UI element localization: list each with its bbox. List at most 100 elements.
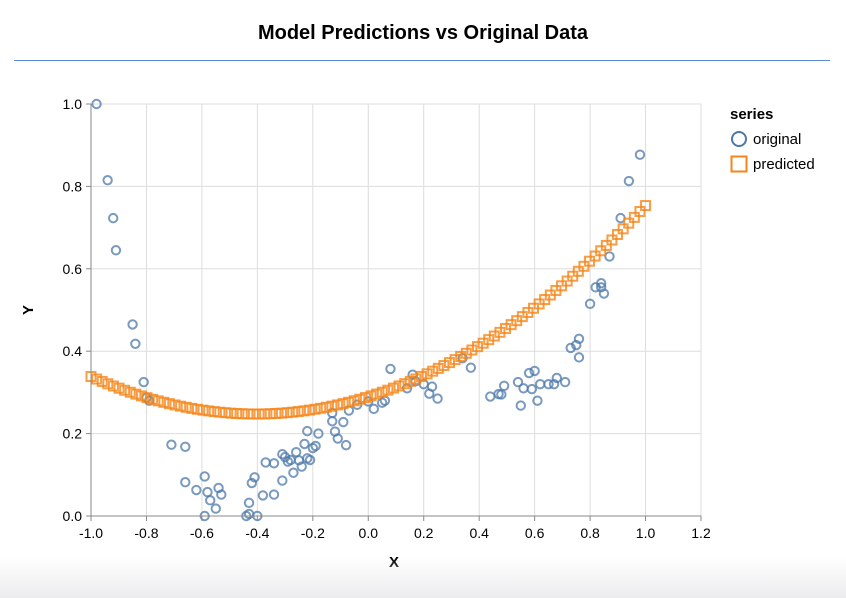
predicted-point <box>219 407 231 419</box>
predicted-point <box>438 360 450 372</box>
y-tick-label: 0.2 <box>63 426 83 442</box>
predicted-series <box>85 200 652 420</box>
original-point <box>584 298 596 310</box>
predicted-point <box>91 373 103 385</box>
predicted-point <box>113 382 125 394</box>
predicted-point <box>253 408 265 420</box>
predicted-point <box>606 234 618 246</box>
original-point <box>368 403 380 415</box>
predicted-point <box>130 388 142 400</box>
predicted-point <box>449 354 461 366</box>
x-tick-label: 0.8 <box>580 525 600 541</box>
original-point <box>573 333 585 345</box>
x-tick-label: -0.6 <box>190 525 214 541</box>
predicted-point <box>197 404 209 416</box>
predicted-point <box>303 404 315 416</box>
predicted-point <box>455 350 467 362</box>
predicted-point <box>640 200 652 212</box>
predicted-point <box>472 341 484 353</box>
original-point <box>496 389 507 400</box>
predicted-point <box>135 390 147 402</box>
original-point <box>304 454 316 466</box>
predicted-point <box>163 398 175 410</box>
predicted-point <box>270 407 282 419</box>
grid-lines <box>90 103 702 517</box>
legend[interactable]: series original predicted <box>730 106 815 173</box>
predicted-point <box>236 408 248 420</box>
original-point <box>310 440 321 452</box>
original-point <box>604 251 615 262</box>
predicted-point <box>337 398 349 410</box>
original-point <box>166 439 177 450</box>
original-point <box>107 212 119 224</box>
original-point <box>249 472 260 483</box>
predicted-point <box>298 405 310 417</box>
predicted-point <box>208 406 220 418</box>
x-tick-label: 0.2 <box>414 525 434 541</box>
original-point <box>565 342 576 354</box>
y-tick-label: 0.6 <box>63 261 83 277</box>
predicted-point <box>315 402 327 414</box>
predicted-point <box>404 375 416 387</box>
predicted-point <box>387 382 399 394</box>
x-tick-label: 0.4 <box>469 525 489 541</box>
x-tick-label: 1.0 <box>636 525 656 541</box>
legend-label-original[interactable]: original <box>753 131 801 148</box>
predicted-point <box>191 403 203 415</box>
original-point <box>426 381 438 392</box>
original-point <box>526 383 538 395</box>
original-point <box>551 372 563 384</box>
original-point <box>385 363 396 375</box>
original-point <box>199 471 210 482</box>
original-point <box>260 457 271 468</box>
title-divider <box>14 60 830 61</box>
original-point <box>485 391 496 402</box>
original-point <box>634 149 646 160</box>
x-tick-label: -0.8 <box>134 525 158 541</box>
y-axis-title: Y <box>20 305 37 315</box>
legend-label-predicted[interactable]: predicted <box>753 156 815 173</box>
predicted-point <box>169 399 181 411</box>
predicted-point <box>359 392 371 404</box>
predicted-point <box>275 407 287 419</box>
predicted-point <box>231 407 243 419</box>
predicted-point <box>628 211 640 223</box>
predicted-point <box>141 392 153 404</box>
predicted-point <box>612 228 624 240</box>
predicted-point <box>186 402 198 414</box>
predicted-point <box>623 217 635 229</box>
original-point <box>498 380 510 392</box>
original-point <box>202 486 213 498</box>
page-title: Model Predictions vs Original Data <box>257 22 589 44</box>
original-point <box>290 446 302 458</box>
predicted-point <box>152 395 164 407</box>
predicted-point <box>180 401 192 413</box>
predicted-point <box>371 388 383 400</box>
original-point <box>277 475 288 486</box>
original-point <box>110 245 122 256</box>
original-point <box>623 175 635 187</box>
original-point <box>180 477 191 488</box>
original-point <box>91 98 102 110</box>
x-tick-label: -1.0 <box>79 525 103 541</box>
original-point <box>598 288 610 299</box>
predicted-point <box>427 365 439 377</box>
predicted-point <box>376 386 388 398</box>
predicted-point <box>175 400 187 412</box>
y-tick-label: 0.0 <box>63 508 83 524</box>
predicted-point <box>410 373 422 385</box>
y-tick-label: 0.4 <box>63 343 83 359</box>
original-point <box>534 378 546 390</box>
predicted-point <box>158 396 170 408</box>
original-point <box>332 433 343 444</box>
predicted-point <box>247 408 259 420</box>
predicted-point <box>214 406 226 418</box>
predicted-point <box>225 407 237 419</box>
legend-square-icon <box>730 155 748 173</box>
predicted-point <box>421 368 433 380</box>
original-point <box>138 376 149 388</box>
predicted-point <box>466 344 478 356</box>
predicted-point <box>331 399 343 411</box>
original-point <box>216 489 227 500</box>
